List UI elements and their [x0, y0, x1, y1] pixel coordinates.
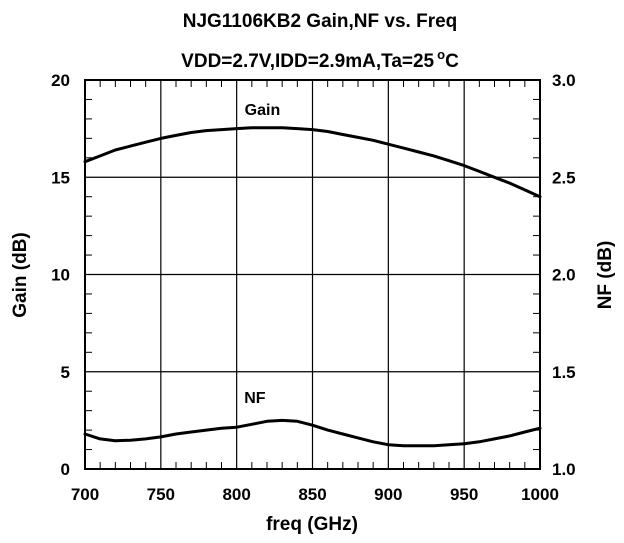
annotation-nf: NF [244, 390, 266, 407]
y-left-tick-label-15: 15 [51, 168, 70, 187]
grid-lines [85, 80, 540, 469]
y-right-tick-label-1.5: 1.5 [552, 363, 576, 382]
x-tick-label-950: 950 [450, 485, 478, 504]
annotation-gain: Gain [245, 102, 281, 119]
y-left-tick-label-20: 20 [51, 71, 70, 90]
x-tick-label-800: 800 [222, 485, 250, 504]
chart-subtitle: VDD=2.7V,IDD=2.9mA,Ta=25 oC [181, 47, 459, 72]
plot-frame [84, 79, 541, 470]
y-right-tick-label-3.0: 3.0 [552, 71, 576, 90]
series-annotations: Gain NF [244, 102, 280, 407]
y-right-tick-label-2.0: 2.0 [552, 266, 576, 285]
y-left-tick-label-10: 10 [51, 266, 70, 285]
x-tick-labels: 700 750 800 850 900 950 1000 [71, 485, 559, 504]
subtitle-unit: C [445, 51, 459, 72]
series-lines [83, 126, 542, 448]
y-left-axis-label: Gain (dB) [10, 232, 31, 318]
y-right-axis-label: NF (dB) [595, 241, 616, 310]
chart-title: NJG1106KB2 Gain,NF vs. Freq [183, 11, 458, 32]
y-right-tick-label-2.5: 2.5 [552, 168, 576, 187]
y-left-tick-labels: 0 5 10 15 20 [51, 71, 70, 479]
series-line-nf [83, 418, 542, 448]
subtitle-degree: o [437, 47, 445, 62]
y-left-tick-label-0: 0 [61, 460, 70, 479]
x-tick-label-900: 900 [374, 485, 402, 504]
y-left-tick-label-5: 5 [61, 363, 70, 382]
x-axis-label: freq (GHz) [266, 514, 358, 535]
x-tick-label-750: 750 [147, 485, 175, 504]
x-tick-label-700: 700 [71, 485, 99, 504]
subtitle-conditions: VDD=2.7V,IDD=2.9mA,Ta=25 [181, 51, 434, 72]
x-tick-label-850: 850 [298, 485, 326, 504]
series-line-gain [83, 126, 542, 199]
y-right-tick-labels: 1.0 1.5 2.0 2.5 3.0 [552, 71, 576, 479]
y-right-tick-label-1.0: 1.0 [552, 460, 576, 479]
x-tick-label-1000: 1000 [521, 485, 559, 504]
